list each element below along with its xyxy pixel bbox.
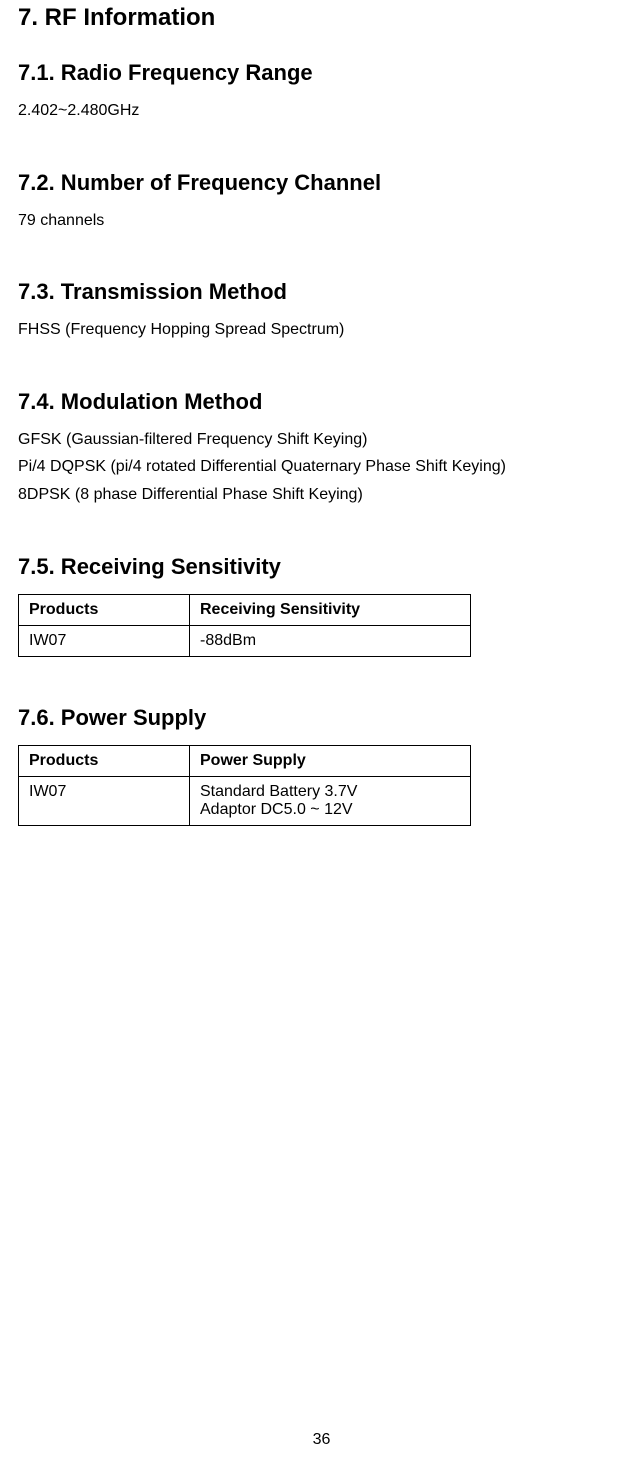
table-cell-power-supply: Standard Battery 3.7V Adaptor DC5.0 ~ 12… bbox=[190, 776, 471, 825]
table-header-products: Products bbox=[19, 594, 190, 625]
table-header-row: Products Power Supply bbox=[19, 745, 471, 776]
section-7-3-title: 7.3. Transmission Method bbox=[18, 279, 625, 305]
table-row: IW07 -88dBm bbox=[19, 625, 471, 656]
power-supply-line-2: Adaptor DC5.0 ~ 12V bbox=[200, 801, 353, 818]
table-cell-product: IW07 bbox=[19, 625, 190, 656]
table-header-products: Products bbox=[19, 745, 190, 776]
section-7-4-title: 7.4. Modulation Method bbox=[18, 389, 625, 415]
table-cell-receiving-sensitivity: -88dBm bbox=[190, 625, 471, 656]
section-7-2-body: 79 channels bbox=[18, 210, 625, 232]
section-7-1-body: 2.402~2.480GHz bbox=[18, 100, 625, 122]
section-7-title: 7. RF Information bbox=[18, 0, 625, 32]
table-header-receiving-sensitivity: Receiving Sensitivity bbox=[190, 594, 471, 625]
section-7-4-line-2: Pi/4 DQPSK (pi/4 rotated Differential Qu… bbox=[18, 456, 625, 478]
table-row: IW07 Standard Battery 3.7V Adaptor DC5.0… bbox=[19, 776, 471, 825]
section-7-2-title: 7.2. Number of Frequency Channel bbox=[18, 170, 625, 196]
page: 7. RF Information 7.1. Radio Frequency R… bbox=[0, 0, 643, 1463]
table-cell-product: IW07 bbox=[19, 776, 190, 825]
table-header-row: Products Receiving Sensitivity bbox=[19, 594, 471, 625]
table-header-power-supply: Power Supply bbox=[190, 745, 471, 776]
section-7-5-title: 7.5. Receiving Sensitivity bbox=[18, 554, 625, 580]
power-supply-table: Products Power Supply IW07 Standard Batt… bbox=[18, 745, 471, 826]
section-7-3-body: FHSS (Frequency Hopping Spread Spectrum) bbox=[18, 319, 625, 341]
page-number: 36 bbox=[0, 1431, 643, 1449]
section-7-4-line-1: GFSK (Gaussian-filtered Frequency Shift … bbox=[18, 429, 625, 451]
receiving-sensitivity-table: Products Receiving Sensitivity IW07 -88d… bbox=[18, 594, 471, 657]
section-7-6-title: 7.6. Power Supply bbox=[18, 705, 625, 731]
power-supply-line-1: Standard Battery 3.7V bbox=[200, 783, 357, 800]
section-7-1-title: 7.1. Radio Frequency Range bbox=[18, 60, 625, 86]
section-7-4-line-3: 8DPSK (8 phase Differential Phase Shift … bbox=[18, 484, 625, 506]
